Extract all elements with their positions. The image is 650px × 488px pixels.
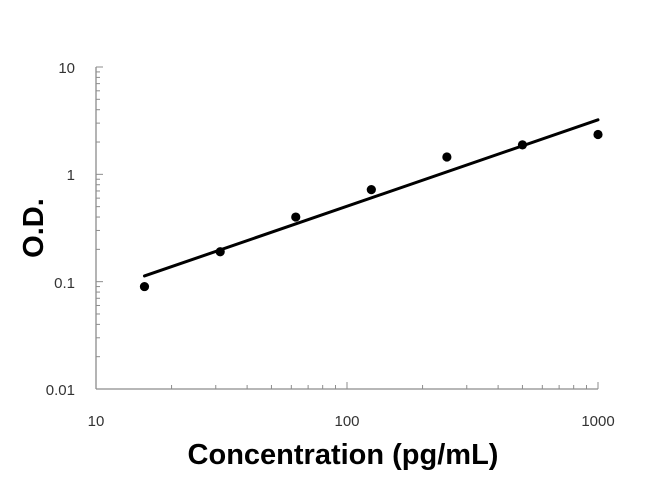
axes: [95, 66, 599, 390]
y-tick-label-0.01: 0.01: [46, 382, 75, 399]
data-point: [442, 152, 452, 162]
trendline: [142, 118, 600, 278]
trendline-group: [142, 118, 600, 278]
x-tick-label-100: 100: [334, 413, 359, 430]
y-axis-title: O.D.: [18, 198, 50, 258]
y-tick-label-1: 1: [67, 167, 75, 184]
y-tick-label-10: 10: [58, 60, 75, 77]
data-point: [517, 140, 528, 150]
data-point: [366, 185, 376, 195]
data-point: [593, 129, 603, 140]
tick-labels: 10 1 0.1 0.01 10 100 1000: [46, 60, 615, 430]
x-tick-label-1000: 1000: [581, 413, 614, 430]
data-points: [139, 129, 603, 292]
x-tick-label-10: 10: [88, 413, 105, 430]
data-point: [215, 247, 225, 257]
x-axis-title: Concentration (pg/mL): [188, 439, 499, 471]
y-tick-label-0.1: 0.1: [54, 275, 75, 292]
data-point: [291, 212, 301, 222]
data-point: [139, 281, 150, 292]
